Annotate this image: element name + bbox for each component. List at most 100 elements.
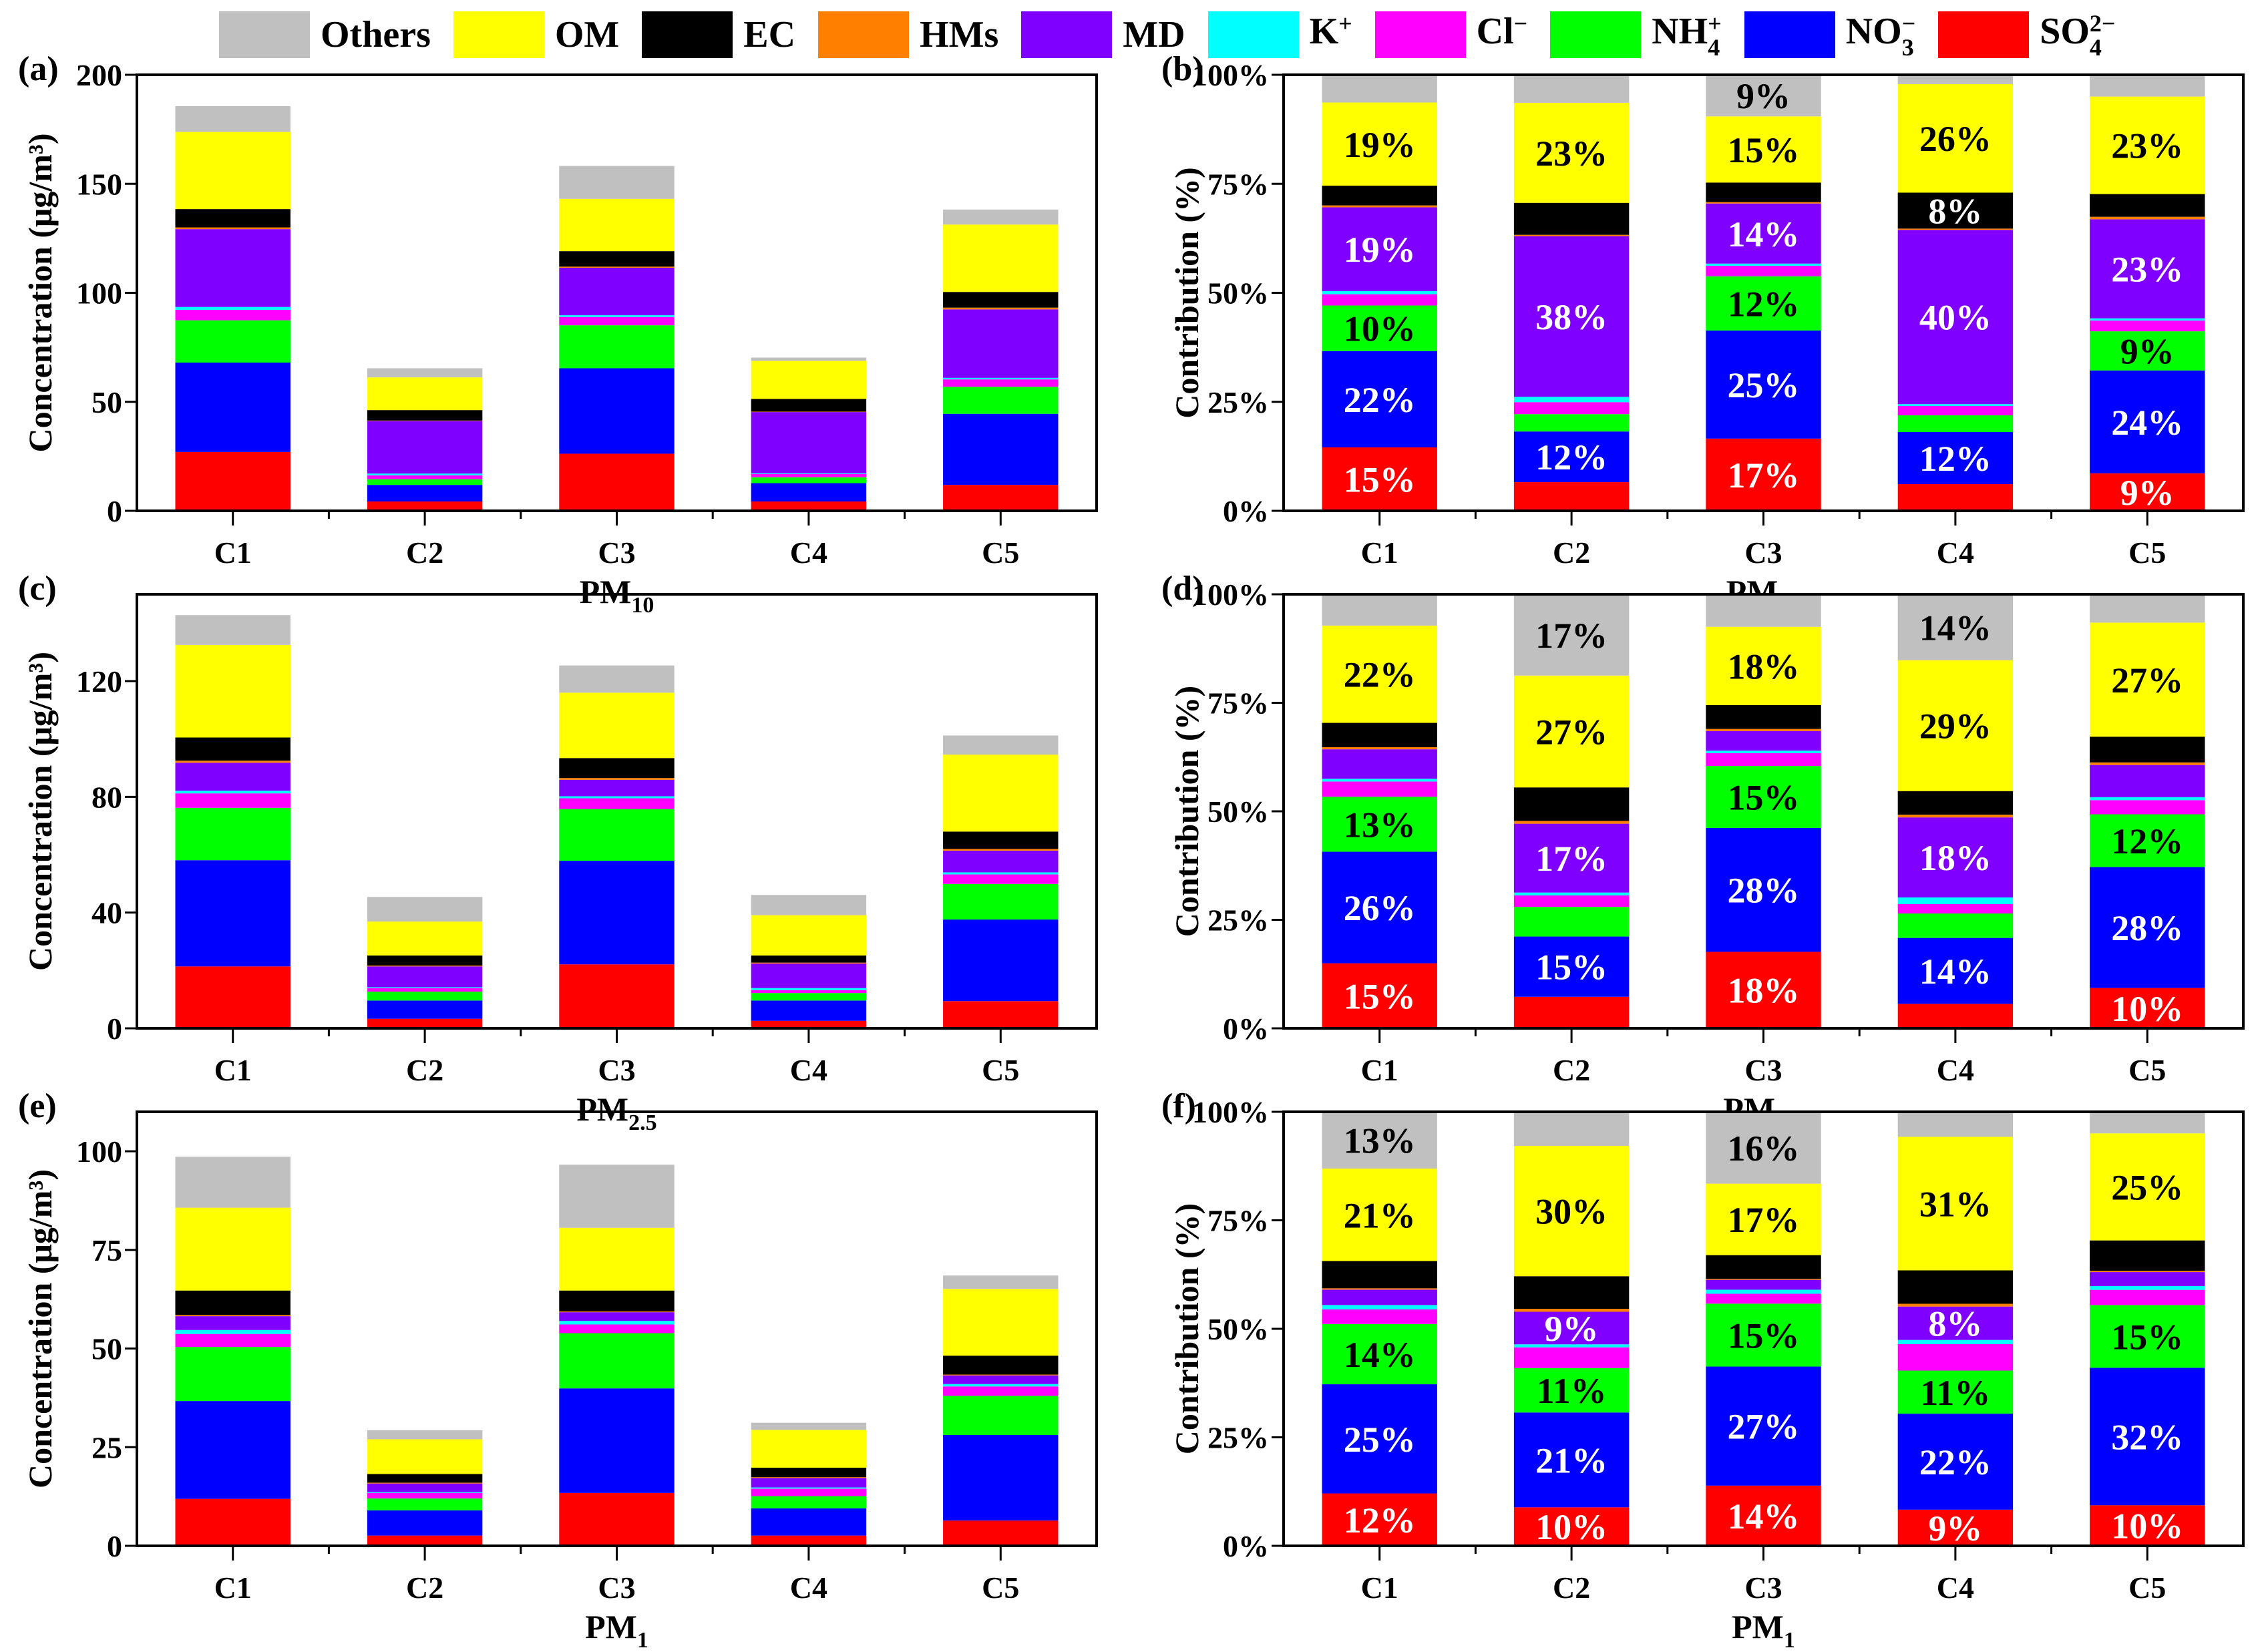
y-axis-label: Contribution (%) (1168, 686, 1205, 937)
bar-segment-C4-nh4 (1897, 1370, 2014, 1414)
bar-segment-C3-md (1706, 203, 1821, 264)
bar-segment-C2-cl (367, 475, 483, 479)
bar-segment-C3-others (559, 1165, 675, 1228)
bar-segment-C5-md (2090, 1272, 2205, 1286)
bar-segment-C3-k (1706, 263, 1821, 266)
percent-label: 15% (1535, 948, 1608, 988)
bar-segment-C1-others (1322, 1112, 1437, 1169)
bar-segment-C1-k (1322, 779, 1437, 782)
bar-segment-C3-ec (1706, 182, 1821, 202)
bar-segment-C5-no3 (2090, 867, 2205, 988)
bar-segment-C1-hms (1322, 1288, 1437, 1290)
percent-label: 18% (1919, 838, 1992, 878)
legend-item-nh4: NH +4 (1550, 10, 1722, 59)
bar-segment-C5-so42 (2090, 988, 2205, 1028)
legend-label: HMs (920, 14, 999, 55)
bar-segment-C5-no3 (2090, 370, 2205, 473)
bar-segment-C5-no3 (943, 919, 1059, 1002)
legend-label: OM (554, 14, 620, 55)
x-tick-label: C3 (1744, 536, 1782, 570)
y-tick-label: 25 (91, 1430, 122, 1464)
bar-segment-C3-hms (1706, 729, 1821, 731)
bar-segment-C3-om (559, 198, 675, 252)
panel-label: (b) (1161, 50, 1204, 88)
legend-swatch (219, 11, 310, 58)
percent-label: 26% (1344, 888, 1416, 928)
x-tick-label: C1 (214, 1053, 252, 1087)
percent-label: 21% (1535, 1440, 1608, 1480)
bar-segment-C5-om (943, 1289, 1059, 1356)
percent-label: 15% (2111, 1317, 2183, 1357)
bar-segment-C3-ec (1706, 1255, 1821, 1279)
bar-segment-C4-others (1897, 75, 2014, 84)
bar-segment-C1-others (1322, 594, 1437, 626)
x-tick-label: C1 (214, 536, 252, 570)
bar-segment-C4-k (751, 473, 867, 474)
percent-label: 15% (1344, 976, 1416, 1016)
x-tick-label: C1 (1361, 536, 1398, 570)
bar-segment-C5-k (2090, 318, 2205, 321)
percent-label: 29% (1919, 706, 1992, 747)
bar-segment-C1-so42 (1322, 963, 1437, 1028)
bar-segment-C3-md (559, 779, 675, 797)
bar-segment-C2-so42 (1513, 996, 1630, 1028)
bar-segment-C2-ec (1513, 202, 1630, 235)
bar-segment-C5-others (943, 209, 1059, 225)
bar-segment-C5-om (2090, 622, 2205, 737)
percent-label: 38% (1535, 297, 1608, 337)
bar-segment-C3-nh4 (1706, 766, 1821, 828)
percent-label: 24% (2111, 403, 2183, 443)
y-tick-label: 100 (76, 1134, 122, 1169)
bar-segment-C1-ec (1322, 722, 1437, 747)
bar-segment-C2-k (367, 987, 483, 988)
x-tick-label: C4 (1937, 1053, 1974, 1087)
bar-segment-C1-no3 (175, 860, 291, 967)
y-axis-label: Concentration (μg/m³) (21, 1169, 59, 1488)
percent-label: 18% (1728, 646, 1800, 686)
bar-segment-C4-no3 (751, 483, 867, 501)
bar-segment-C3-nh4 (559, 325, 675, 369)
legend-item-md: MD (1021, 11, 1185, 58)
bar-segment-C1-no3 (1322, 351, 1437, 448)
legend-swatch (1744, 11, 1835, 58)
chart-panel-f: C1 C2 C3 C4 C5 12% 25% 14% 21% 13% 10% 21% 11% 9% 30% 1… (1161, 1087, 2245, 1652)
bar-segment-C2-md (367, 966, 483, 988)
bar-segment-C3-others (1706, 1112, 1821, 1184)
bar-segment-C4-cl (751, 990, 867, 994)
bar-segment-C3-k (1706, 1289, 1821, 1294)
legend-item-so42: SO 2− 4 (1938, 10, 2115, 59)
x-tick-label: C2 (406, 1571, 443, 1605)
bar-segment-C4-no3 (751, 1000, 867, 1021)
bar-segment-C4-hms (1897, 814, 2014, 818)
x-tick-label: C4 (1937, 1571, 1974, 1605)
bar-segment-C2-no3 (367, 1510, 483, 1536)
bar-segment-C5-k (2090, 797, 2205, 801)
percent-label: 12% (1919, 439, 1992, 479)
bar-segment-C3-cl (559, 1324, 675, 1333)
bar-segment-C3-nh4 (559, 809, 675, 861)
bar-segment-C5-md (2090, 219, 2205, 319)
bar-segment-C5-nh4 (943, 1396, 1059, 1435)
bar-segment-C4-md (1897, 817, 2014, 898)
bar-segment-C2-no3 (367, 1000, 483, 1019)
y-tick-label: 40 (91, 896, 122, 930)
y-tick-label: 50% (1207, 276, 1269, 311)
legend-swatch (453, 11, 544, 58)
panel-label: (e) (18, 1087, 57, 1125)
bar-segment-C2-k (1513, 892, 1630, 895)
bar-segment-C4-md (1897, 230, 2014, 405)
legend: Others OM EC HMs MD K + Cl − NH +4 NO −3 SO 2− 4 (219, 9, 2138, 60)
bar-segment-C3-ec (1706, 704, 1821, 729)
bar-segment-C5-so42 (2090, 473, 2205, 511)
bar-segment-C1-so42 (1322, 447, 1437, 511)
bar-segment-C3-hms (1706, 202, 1821, 204)
bar-segment-C5-no3 (2090, 1368, 2205, 1506)
bar-segment-C1-ec (175, 1290, 291, 1315)
bar-segment-C5-ec (943, 831, 1059, 849)
bar-segment-C3-om (1706, 116, 1821, 183)
bar-segment-C3-om (559, 1227, 675, 1291)
legend-item-no3: NO −3 (1744, 10, 1915, 59)
x-tick-label: C1 (1361, 1571, 1398, 1605)
bar-segment-C5-ec (2090, 1240, 2205, 1271)
